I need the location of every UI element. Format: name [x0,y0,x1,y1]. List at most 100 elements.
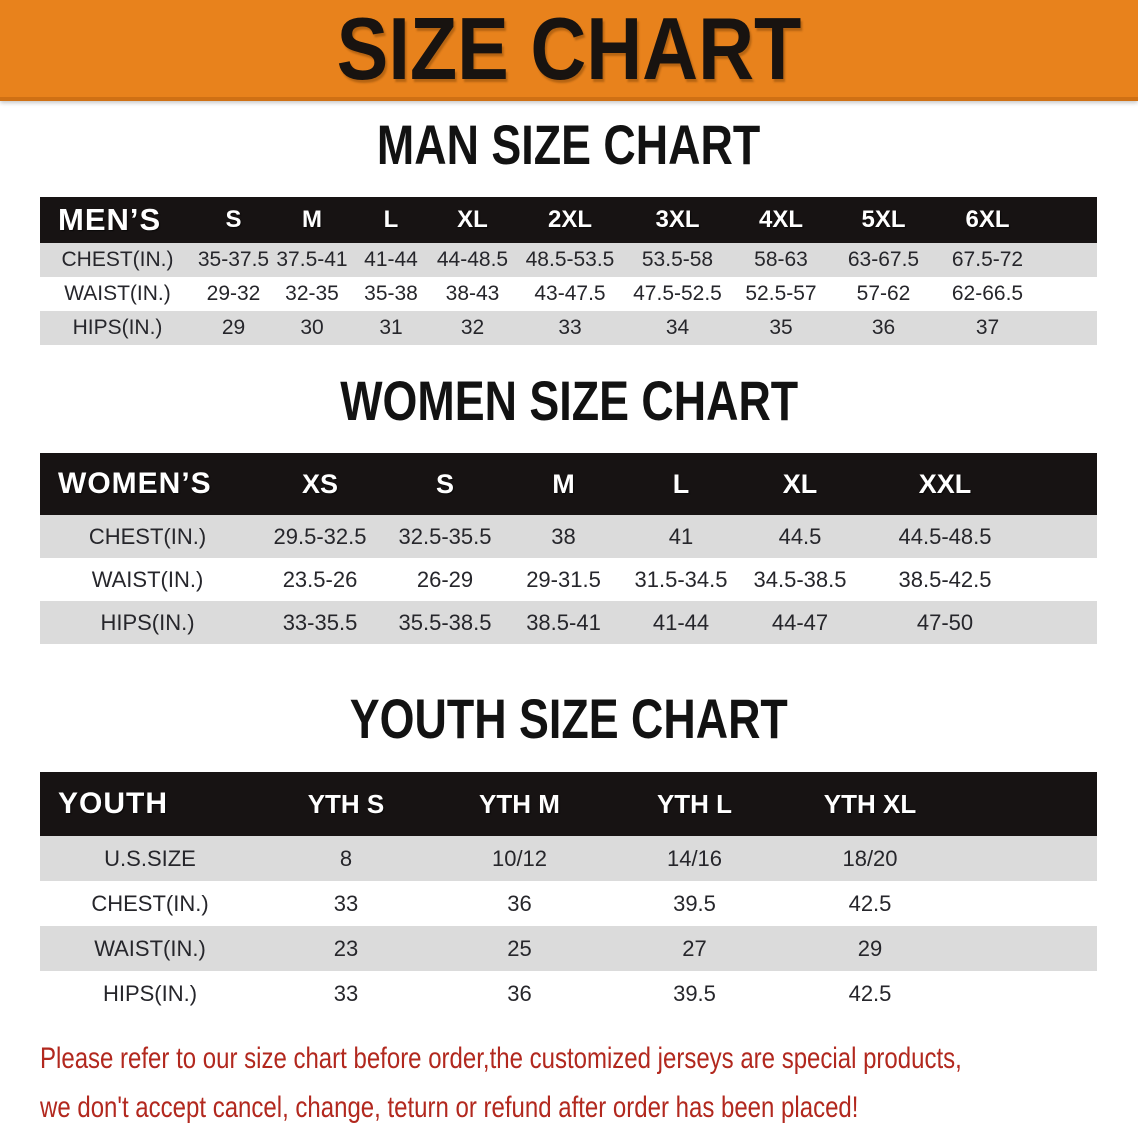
measurement-row: HIPS(IN.) 33-35.5 35.5-38.5 38.5-41 41-44 44-… [40,601,1097,644]
filler-cell [1030,515,1097,558]
size-column-header: YTH XL [823,788,917,819]
size-value: 38.5-41 [526,609,601,635]
size-column-header: XL [457,206,488,233]
measurement-row: U.S.SIZE 8 10/12 14/16 18/20 [40,836,1097,881]
size-value: 23 [333,935,359,961]
measurement-row: CHEST(IN.) 35-37.5 37.5-41 41-44 44-48.5 48.5… [40,243,1097,277]
size-value: 33 [333,890,359,916]
size-value: 47.5-52.5 [633,282,722,305]
row-label: HIPS(IN.) [100,609,195,635]
size-value: 58-63 [754,248,808,271]
row-label: CHEST(IN.) [91,890,209,916]
size-value: 32 [460,316,485,339]
measurement-row: WAIST(IN.) 23.5-26 26-29 29-31.5 31.5-34.5 34… [40,558,1097,601]
filler-cell [1030,601,1097,644]
size-column-header: 3XL [655,206,700,233]
size-value: 30 [300,316,324,339]
size-value: 31 [379,316,403,339]
section-heading-women-text: WOMEN SIZE CHART [340,369,798,432]
size-column-header: L [672,468,690,499]
section-heading-men-text: MAN SIZE CHART [377,113,761,176]
size-value: 36 [871,316,896,339]
row-label: WAIST(IN.) [94,935,206,961]
size-value: 34.5-38.5 [753,566,847,592]
size-value: 32-35 [285,282,339,305]
table-title-cell: WOMEN’S [58,467,212,500]
table-header-row: MEN’S S M L XL 2XL 3XL 4XL 5XL 6XL [40,197,1097,243]
filler-cell [1040,243,1097,277]
filler-cell [958,971,1097,1016]
row-label: U.S.SIZE [104,845,196,871]
size-value: 14/16 [666,845,723,871]
size-value: 38-43 [445,282,500,305]
size-value: 44.5-48.5 [898,523,992,549]
size-column-header: XL [782,468,818,499]
size-value: 41-44 [652,609,710,635]
size-value: 43-47.5 [534,282,606,305]
size-value: 42.5 [848,890,892,916]
table-header-row: WOMEN’S XS S M L XL XXL [40,453,1097,515]
measurement-row: CHEST(IN.) 29.5-32.5 32.5-35.5 38 41 44.5 44.5… [40,515,1097,558]
size-value: 44-48.5 [436,248,509,271]
size-value: 33 [333,980,359,1006]
size-value: 18/20 [842,845,898,871]
size-column-header: M [302,206,322,233]
size-value: 38.5-42.5 [898,566,992,592]
size-value: 36 [507,890,532,916]
size-column-header: L [383,206,399,233]
size-value: 35 [769,316,793,339]
size-value: 41-44 [364,248,418,271]
size-value: 33-35.5 [282,609,358,635]
section-heading-women: WOMEN SIZE CHART [0,369,1138,438]
section-heading-men: MAN SIZE CHART [0,113,1138,182]
measurement-row: HIPS(IN.) 33 36 39.5 42.5 [40,971,1097,1016]
size-column-header: YTH M [479,788,560,819]
size-column-header: YTH L [656,788,733,819]
size-column-header: 2XL [547,206,592,233]
size-value: 32.5-35.5 [398,523,492,549]
size-value: 42.5 [848,980,892,1006]
measurement-row: WAIST(IN.) 29-32 32-35 35-38 38-43 43-47.5 47.… [40,277,1097,311]
section-heading-youth-text: YOUTH SIZE CHART [349,687,789,750]
size-column-header: S [225,206,242,233]
youth-size-table: YOUTH YTH S YTH M YTH L YTH XL U.S.SIZE 8 10/12… [40,772,1097,1016]
section-heading-youth: YOUTH SIZE CHART [0,687,1138,756]
size-value: 53.5-58 [641,248,714,271]
filler-cell [1030,558,1097,601]
size-value: 29 [857,935,883,961]
size-value: 44-47 [771,609,829,635]
filler-cell [1030,453,1097,515]
size-chart-banner: SIZE CHART [0,0,1138,101]
size-value: 10/12 [491,845,548,871]
row-label: CHEST(IN.) [61,248,174,271]
size-value: 52.5-57 [745,282,817,305]
size-value: 25 [507,935,532,961]
filler-cell [1040,277,1097,311]
size-value: 27 [682,935,707,961]
size-value: 47-50 [916,609,974,635]
filler-cell [1040,197,1097,243]
size-column-header: XS [301,468,339,499]
row-label: WAIST(IN.) [64,282,171,305]
disclaimer-text: Please refer to our size chart before or… [40,1034,1138,1132]
filler-cell [958,926,1097,971]
size-value: 29-31.5 [526,566,601,592]
size-value: 37.5-41 [276,248,348,271]
filler-cell [1040,311,1097,345]
size-value: 62-66.5 [951,282,1024,305]
table-title-cell: MEN’S [58,202,162,237]
size-column-header: M [552,468,575,499]
table-title-cell: YOUTH [58,787,168,820]
size-value: 67.5-72 [951,248,1024,271]
size-value: 29-32 [206,282,261,305]
disclaimer-line-1: Please refer to our size chart before or… [40,1042,962,1075]
size-value: 33 [558,316,582,339]
row-label: WAIST(IN.) [91,566,204,592]
banner-title: SIZE CHART [336,0,802,98]
size-value: 23.5-26 [282,566,358,592]
table-header-row: YOUTH YTH S YTH M YTH L YTH XL [40,772,1097,836]
size-value: 34 [665,316,690,339]
size-value: 63-67.5 [847,248,920,271]
womens-size-table: WOMEN’S XS S M L XL XXL CHEST(IN.) 29.5-32.5 32.5… [40,453,1097,644]
filler-cell [958,772,1097,836]
